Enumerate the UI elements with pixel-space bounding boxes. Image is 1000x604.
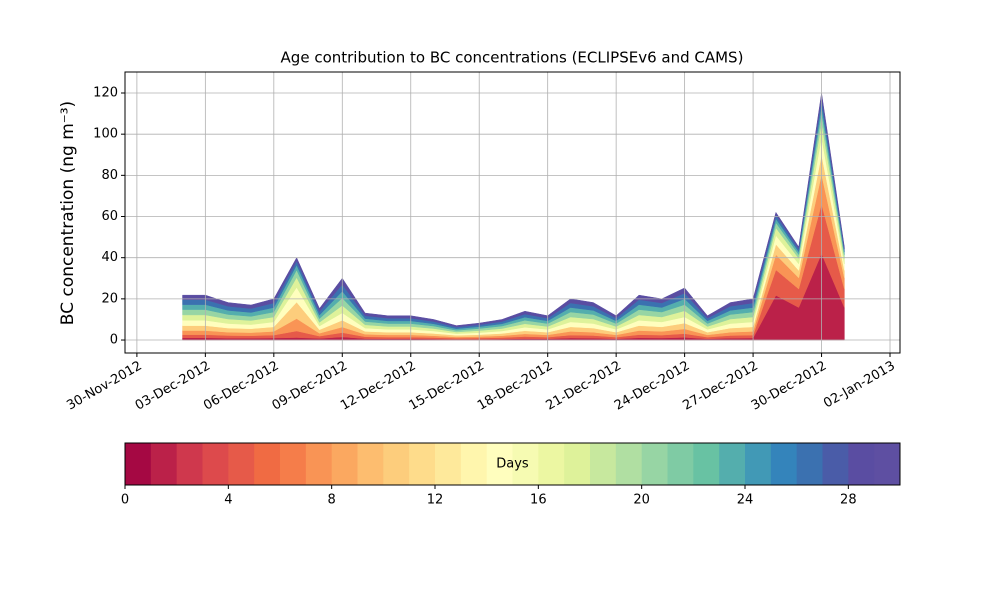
colorbar-swatch — [125, 443, 152, 485]
colorbar-tick-label: 12 — [427, 493, 444, 508]
y-tick-label: 80 — [101, 168, 118, 183]
colorbar-frame — [124, 442, 901, 486]
colorbar-tick-label: 16 — [530, 493, 547, 508]
colorbar-tick-label: 20 — [633, 493, 650, 508]
colorbar-swatch — [641, 443, 668, 485]
x-tick-label: 21-Dec-2012 — [544, 359, 624, 414]
colorbar-swatch — [409, 443, 436, 485]
x-tick-label: 12-Dec-2012 — [338, 359, 418, 414]
colorbar-swatch — [280, 443, 307, 485]
colorbar-swatch — [590, 443, 617, 485]
colorbar-swatch — [848, 443, 875, 485]
colorbar-tick-label: 24 — [737, 493, 754, 508]
y-axis-label: BC concentration (ng m⁻³) — [58, 101, 78, 325]
colorbar-swatch — [460, 443, 488, 485]
plot-frame — [124, 71, 901, 354]
colorbar-swatch — [435, 443, 462, 485]
colorbar-swatch — [202, 443, 229, 485]
colorbar-swatch — [796, 443, 823, 485]
colorbar-swatch — [331, 443, 358, 485]
colorbar-swatch — [357, 443, 384, 485]
x-tick-label: 06-Dec-2012 — [201, 359, 281, 414]
colorbar-swatch — [615, 443, 643, 485]
colorbar-swatch — [383, 443, 410, 485]
y-tick-label: 60 — [101, 209, 118, 224]
x-tick-label: 30-Dec-2012 — [749, 359, 829, 414]
colorbar-label: Days — [496, 457, 529, 472]
x-tick-label: 24-Dec-2012 — [612, 359, 692, 414]
colorbar-swatch — [822, 443, 849, 485]
colorbar-tick-label: 0 — [121, 493, 129, 508]
colorbar-tick-label: 8 — [328, 493, 336, 508]
colorbar-swatch — [719, 443, 746, 485]
colorbar-swatch — [486, 443, 513, 485]
chart-title: Age contribution to BC concentrations (E… — [281, 49, 744, 67]
colorbar-swatch — [874, 443, 901, 485]
x-tick-label: 03-Dec-2012 — [133, 359, 213, 414]
y-tick-label: 40 — [101, 250, 118, 265]
colorbar-swatch — [228, 443, 255, 485]
x-tick-label: 18-Dec-2012 — [475, 359, 555, 414]
x-tick-label: 30-Nov-2012 — [64, 359, 144, 414]
y-tick-label: 120 — [93, 85, 118, 100]
colorbar-tick-label: 4 — [224, 493, 232, 508]
area-layer — [182, 105, 845, 331]
colorbar-swatch — [564, 443, 591, 485]
colorbar-swatch — [693, 443, 720, 485]
colorbar-swatch — [150, 443, 178, 485]
colorbar-swatch — [745, 443, 772, 485]
x-tick-label: 09-Dec-2012 — [270, 359, 350, 414]
x-tick-label: 27-Dec-2012 — [680, 359, 760, 414]
x-tick-label: 15-Dec-2012 — [407, 359, 487, 414]
y-tick-label: 20 — [101, 291, 118, 306]
colorbar-swatch — [538, 443, 565, 485]
colorbar-tick-label: 28 — [840, 493, 857, 508]
y-tick-label: 100 — [93, 127, 118, 142]
colorbar-swatch — [770, 443, 798, 485]
x-tick-label: 02-Jan-2013 — [821, 359, 898, 412]
colorbar-swatch — [254, 443, 281, 485]
colorbar-swatch — [667, 443, 694, 485]
colorbar-swatch — [305, 443, 333, 485]
colorbar-swatch — [512, 443, 539, 485]
y-tick-label: 0 — [110, 333, 118, 348]
colorbar-swatch — [176, 443, 203, 485]
